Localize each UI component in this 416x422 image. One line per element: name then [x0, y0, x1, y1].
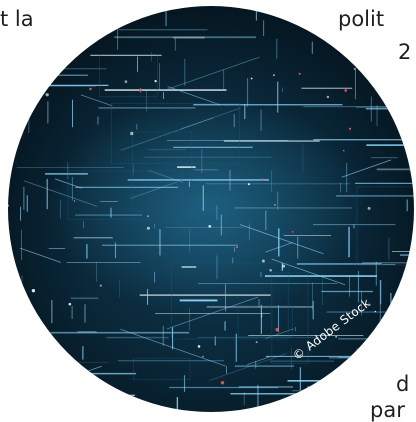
grid-line — [13, 318, 14, 319]
circular-data-grid-image — [8, 6, 414, 412]
grid-line — [335, 336, 337, 338]
grid-line — [262, 260, 265, 263]
grid-line — [294, 403, 296, 405]
grid-line — [198, 345, 201, 348]
grid-line — [46, 93, 49, 96]
grid-line — [123, 20, 125, 22]
grid-line — [292, 231, 294, 233]
grid-line — [343, 150, 344, 151]
grid-line — [265, 406, 268, 409]
grid-line — [274, 204, 276, 206]
grid-line — [202, 356, 204, 358]
grid-line — [45, 52, 47, 54]
grid-line — [221, 381, 224, 384]
grid-line — [89, 88, 92, 91]
grid-line — [78, 395, 81, 398]
body-text-fragment: 2 — [398, 42, 411, 63]
grid-line — [251, 78, 253, 80]
grid-line — [382, 328, 384, 330]
grid-line — [52, 68, 55, 71]
grid-line — [130, 132, 133, 135]
grid-line — [147, 227, 150, 230]
grid-line — [327, 96, 329, 98]
grid-line — [147, 215, 149, 217]
grid-line — [69, 303, 72, 306]
digital-grid-illustration — [8, 6, 414, 412]
grid-line — [236, 246, 238, 248]
grid-line — [261, 178, 263, 180]
grid-line — [375, 311, 377, 313]
grid-line — [118, 22, 120, 24]
body-text-fragment: d — [396, 374, 409, 395]
grid-line — [10, 366, 101, 398]
grid-line — [100, 284, 102, 286]
grid-line — [349, 128, 351, 130]
grid-line — [354, 68, 356, 70]
grid-line — [208, 225, 211, 228]
grid-line — [154, 80, 156, 82]
grid-line — [32, 289, 35, 292]
body-text-fragment: polit — [338, 9, 384, 30]
grid-line — [368, 207, 371, 210]
grid-line — [275, 328, 278, 331]
grid-line — [21, 50, 23, 52]
grid-line — [282, 265, 285, 268]
body-text-fragment: par — [370, 400, 405, 421]
grid-line — [269, 269, 272, 272]
grid-line — [344, 89, 347, 92]
grid-line — [74, 200, 76, 202]
grid-line — [125, 80, 128, 83]
grid-line — [299, 73, 301, 75]
grid-line — [248, 183, 250, 185]
body-text-fragment: t la — [0, 9, 34, 30]
grid-line — [372, 336, 374, 338]
grid-line — [273, 74, 275, 76]
grid-line — [120, 9, 123, 12]
grid-line — [256, 341, 258, 343]
grid-line — [139, 89, 142, 92]
